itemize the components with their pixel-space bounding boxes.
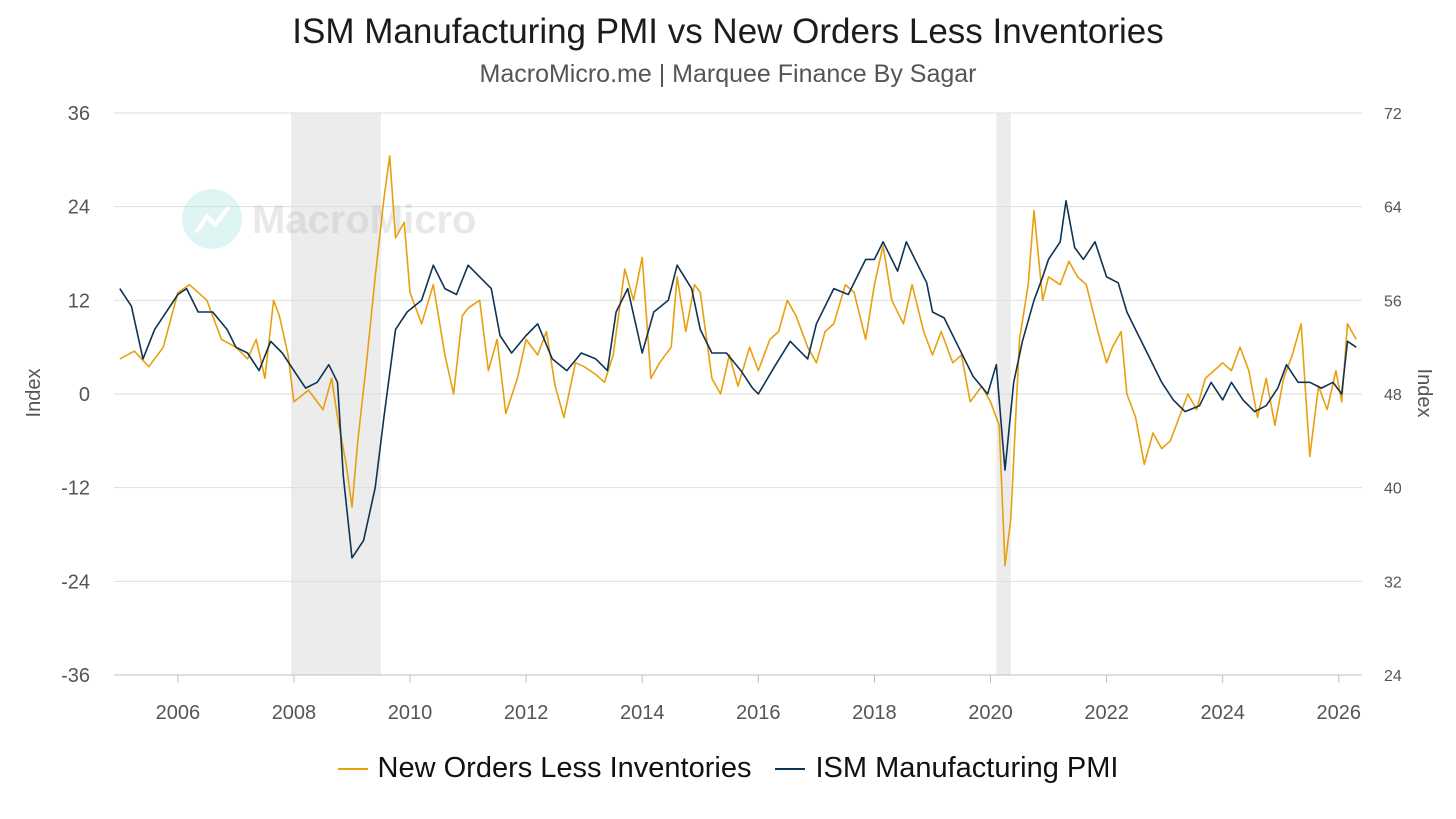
chart-title: ISM Manufacturing PMI vs New Orders Less… xyxy=(292,12,1164,51)
x-tick-label: 2014 xyxy=(620,702,665,724)
legend: New Orders Less Inventories ISM Manufact… xyxy=(0,752,1456,785)
left-tick-label: -36 xyxy=(61,665,90,687)
legend-swatch-ism-pmi xyxy=(775,767,806,770)
x-tick-label: 2022 xyxy=(1084,702,1129,724)
right-axis-label: Index xyxy=(1413,369,1435,418)
left-tick-label: -12 xyxy=(61,478,90,500)
series-ism-manufacturing-pmi xyxy=(119,200,1357,559)
watermark: MacroMicro xyxy=(182,189,477,249)
right-tick-label: 40 xyxy=(1384,481,1402,498)
right-tick-label: 56 xyxy=(1384,293,1402,310)
series-lines xyxy=(119,155,1357,567)
left-tick-label: -24 xyxy=(61,571,90,593)
x-tick-label: 2008 xyxy=(272,702,317,724)
right-tick-label: 24 xyxy=(1384,668,1402,685)
right-tick-label: 64 xyxy=(1384,200,1402,217)
right-y-axis: 72 64 56 48 40 32 24 xyxy=(1384,106,1402,685)
left-y-axis: 36 24 12 0 -12 -24 -36 xyxy=(61,103,90,687)
legend-label-ism-pmi: ISM Manufacturing PMI xyxy=(815,752,1119,784)
right-tick-label: 48 xyxy=(1384,387,1402,404)
left-tick-label: 36 xyxy=(68,103,90,125)
legend-item-ism-pmi[interactable]: ISM Manufacturing PMI xyxy=(775,752,1118,785)
legend-swatch-new-orders xyxy=(337,767,368,770)
left-tick-label: 24 xyxy=(68,197,90,219)
left-axis-label: Index xyxy=(23,369,45,418)
x-tick-label: 2006 xyxy=(156,702,201,724)
x-tick-label: 2012 xyxy=(504,702,549,724)
right-tick-label: 72 xyxy=(1384,106,1402,123)
x-tick-label: 2010 xyxy=(388,702,433,724)
legend-label-new-orders: New Orders Less Inventories xyxy=(377,752,752,784)
watermark-text: MacroMicro xyxy=(252,198,477,242)
x-tick-label: 2026 xyxy=(1317,702,1362,724)
x-tick-label: 2020 xyxy=(968,702,1013,724)
x-tick-label: 2016 xyxy=(736,702,781,724)
chart-subtitle: MacroMicro.me | Marquee Finance By Sagar xyxy=(479,60,977,88)
series-new-orders-less-inventories xyxy=(119,155,1357,567)
left-tick-label: 12 xyxy=(68,290,90,312)
watermark-logo-line xyxy=(195,206,230,233)
x-tick-label: 2024 xyxy=(1200,702,1245,724)
x-axis: 2006 2008 2010 2012 2014 2016 2018 2020 2022 2024… xyxy=(114,674,1362,724)
chart-canvas: MacroMicro 36 24 12 0 -12 -24 -36 72 64 56 48 40 32… xyxy=(23,103,1435,724)
x-tick-label: 2018 xyxy=(852,702,897,724)
right-tick-label: 32 xyxy=(1384,574,1402,591)
left-tick-label: 0 xyxy=(79,384,90,406)
watermark-logo-icon xyxy=(182,189,242,249)
legend-item-new-orders[interactable]: New Orders Less Inventories xyxy=(337,752,752,785)
